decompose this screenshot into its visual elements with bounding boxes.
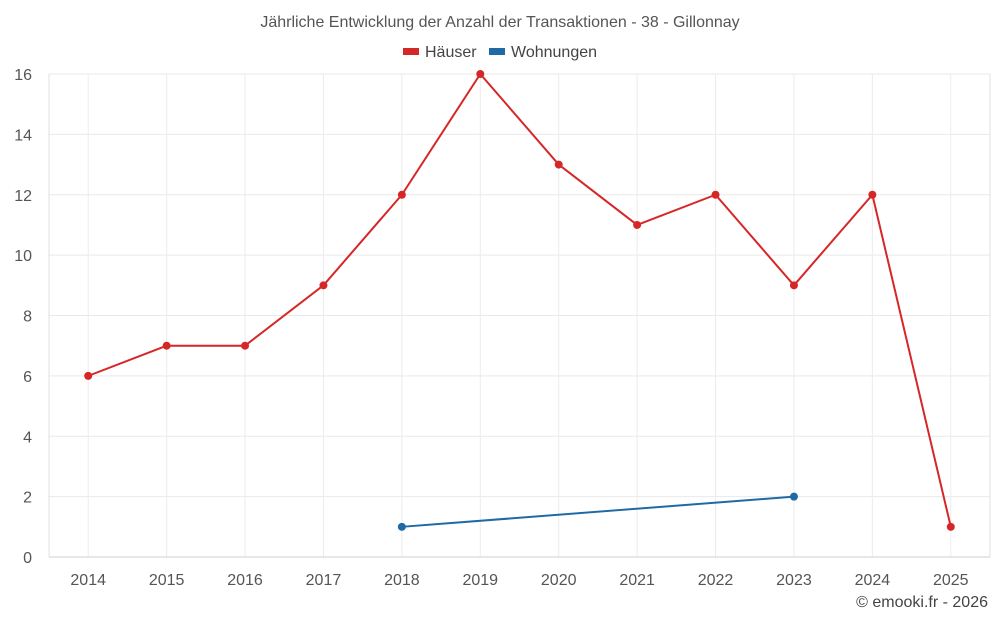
x-tick-label: 2025 [933,572,969,589]
x-tick-label: 2016 [227,572,263,589]
data-point [241,341,250,350]
x-tick-label: 2020 [541,572,577,589]
data-point [868,190,877,199]
y-tick-label: 4 [23,429,32,446]
y-tick-label: 12 [14,188,32,205]
x-tick-label: 2018 [384,572,420,589]
legend-item-wohnungen[interactable]: Wohnungen [489,44,597,62]
legend-label-wohnungen: Wohnungen [511,44,598,61]
x-tick-label: 2023 [776,572,812,589]
y-tick-label: 10 [14,248,32,265]
data-point [397,522,406,531]
y-tick-label: 8 [23,309,32,326]
data-point [789,492,798,501]
x-tick-label: 2019 [462,572,498,589]
x-tick-label: 2022 [698,572,734,589]
chart-title: Jährliche Entwicklung der Anzahl der Tra… [260,14,740,31]
legend-item-haeuser[interactable]: Häuser [402,44,477,62]
x-tick-label: 2017 [306,572,342,589]
legend-swatch-haeuser [402,48,419,56]
x-tick-label: 2024 [855,572,891,589]
data-point [711,190,720,199]
y-tick-label: 14 [14,127,32,144]
x-tick-label: 2021 [619,572,655,589]
series-line-0 [87,73,952,528]
data-point [162,341,171,350]
data-point [789,281,798,290]
y-tick-label: 6 [23,369,32,386]
data-point [397,190,406,199]
footer-credit: © emooki.fr - 2026 [856,594,988,611]
legend-swatch-wohnungen [489,48,506,56]
legend-label-haeuser: Häuser [424,44,477,61]
data-point [633,220,642,229]
y-tick-label: 16 [14,67,32,84]
data-point [946,522,955,531]
legend: Häuser Wohnungen [0,44,1000,62]
data-point [319,281,328,290]
data-point [84,371,93,380]
data-point [476,70,485,78]
y-tick-label: 0 [23,550,32,567]
y-tick-label: 2 [23,490,32,507]
series-line-1 [401,495,795,528]
x-tick-label: 2014 [70,572,106,589]
data-point [554,160,563,169]
x-tick-label: 2015 [149,572,185,589]
